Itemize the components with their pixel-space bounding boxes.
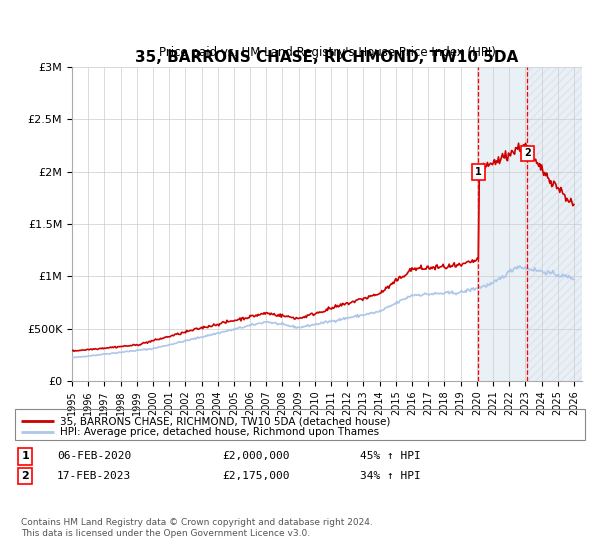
Text: £2,000,000: £2,000,000	[222, 451, 290, 461]
Bar	[478, 67, 527, 381]
Text: 2: 2	[22, 471, 29, 481]
Text: 06-FEB-2020: 06-FEB-2020	[57, 451, 131, 461]
Text: HPI: Average price, detached house, Richmond upon Thames: HPI: Average price, detached house, Rich…	[60, 427, 379, 437]
Text: Price paid vs. HM Land Registry's House Price Index (HPI): Price paid vs. HM Land Registry's House …	[158, 46, 496, 59]
Bar	[527, 67, 582, 381]
Text: 34% ↑ HPI: 34% ↑ HPI	[360, 471, 421, 481]
Text: 35, BARRONS CHASE, RICHMOND, TW10 5DA (detached house): 35, BARRONS CHASE, RICHMOND, TW10 5DA (d…	[60, 416, 391, 426]
Text: Contains HM Land Registry data © Crown copyright and database right 2024.
This d: Contains HM Land Registry data © Crown c…	[21, 518, 373, 538]
Text: 1: 1	[475, 167, 482, 177]
Text: £2,175,000: £2,175,000	[222, 471, 290, 481]
Text: 1: 1	[22, 451, 29, 461]
Text: 17-FEB-2023: 17-FEB-2023	[57, 471, 131, 481]
Text: 45% ↑ HPI: 45% ↑ HPI	[360, 451, 421, 461]
Text: 2: 2	[524, 148, 531, 158]
Title: 35, BARRONS CHASE, RICHMOND, TW10 5DA: 35, BARRONS CHASE, RICHMOND, TW10 5DA	[136, 50, 518, 64]
